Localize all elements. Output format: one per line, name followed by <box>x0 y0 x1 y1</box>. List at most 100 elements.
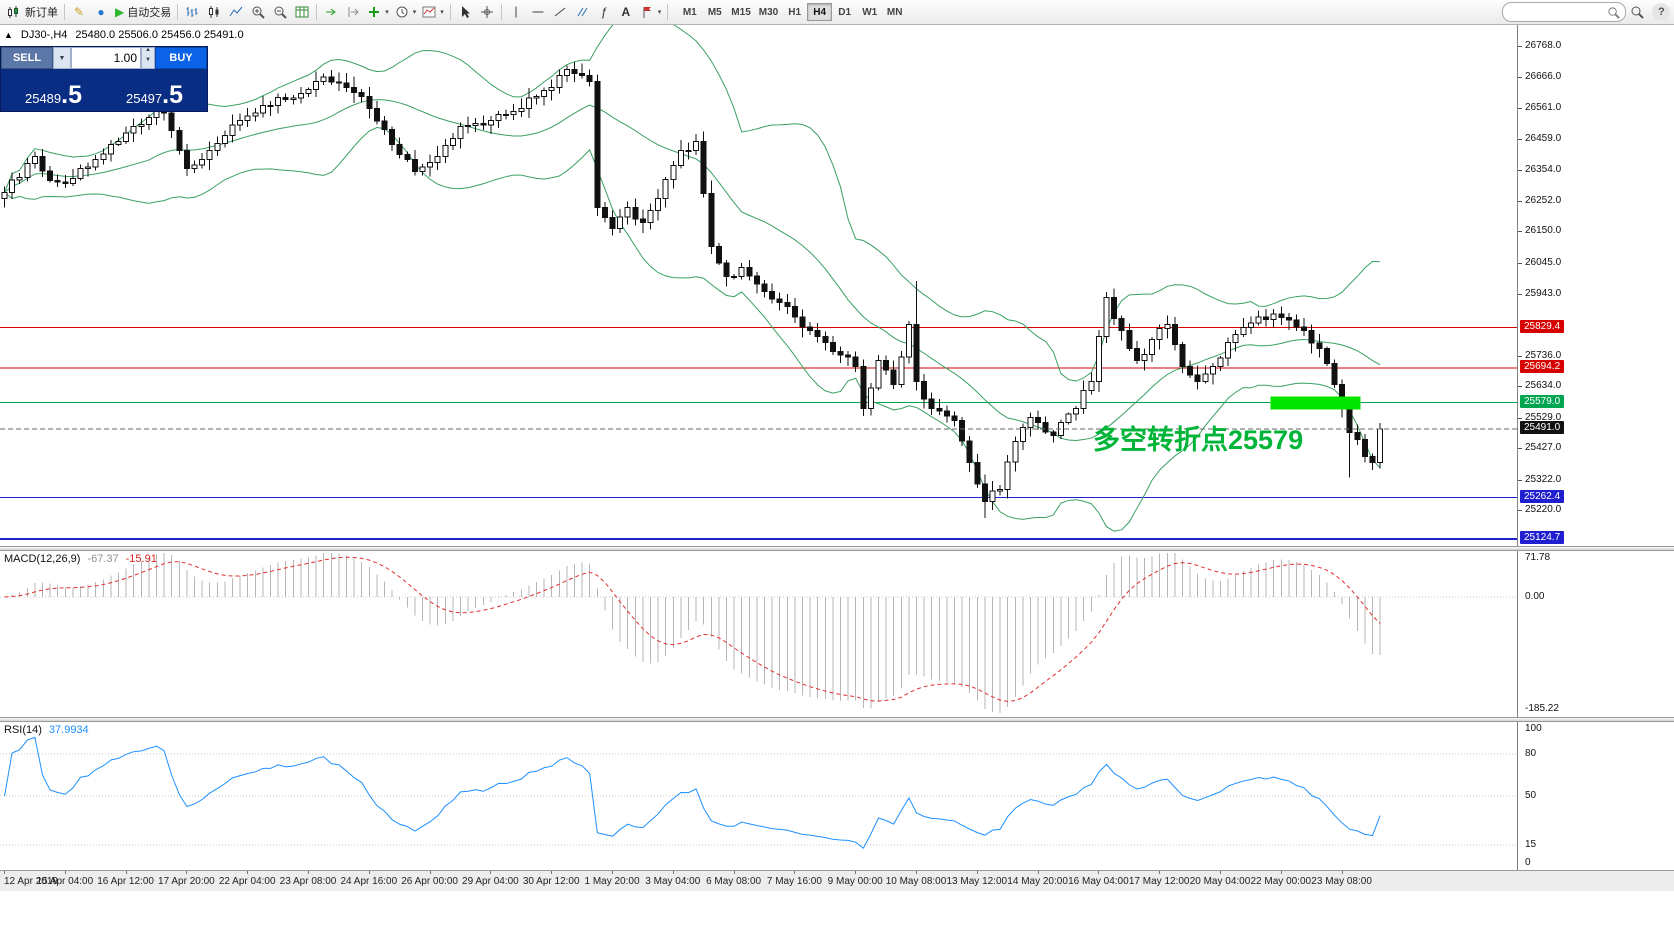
candle <box>617 216 624 229</box>
zoom-out-button[interactable] <box>269 2 291 23</box>
candle <box>343 82 350 88</box>
autotrade-label: 自动交易 <box>127 7 172 19</box>
panel-separator[interactable] <box>0 546 1674 551</box>
toolbar-separator <box>449 4 451 20</box>
candle <box>176 129 183 151</box>
buy-button[interactable]: BUY <box>155 47 207 69</box>
chart-canvas[interactable] <box>0 25 1517 546</box>
horizontal-line-button[interactable] <box>527 2 549 23</box>
fibonacci-button[interactable]: ƒ <box>593 2 615 23</box>
candle <box>100 153 107 160</box>
line-chart-button[interactable] <box>225 2 247 23</box>
price-axis-label: 25529.0 <box>1525 411 1562 423</box>
macd-canvas[interactable] <box>0 551 1517 717</box>
candle <box>351 86 358 94</box>
autotrade-button[interactable]: ▶ 自动交易 <box>112 2 174 23</box>
periods-button[interactable]: ▾ <box>392 2 420 23</box>
candle <box>753 275 760 285</box>
candle <box>123 132 130 142</box>
timeframe-m5-button[interactable]: M5 <box>702 3 727 21</box>
candle <box>1 191 8 199</box>
new-order-button[interactable]: 新订单 <box>4 2 61 23</box>
candle <box>1149 338 1156 355</box>
timeframe-mn-button[interactable]: MN <box>882 3 907 21</box>
arrows-button[interactable]: ▾ <box>637 2 665 23</box>
candle <box>1004 461 1011 490</box>
bar-chart-button[interactable] <box>181 2 203 23</box>
time-axis-label: 12 Apr 2019 <box>4 876 58 887</box>
bar-chart-icon <box>186 7 198 17</box>
candle <box>677 149 684 166</box>
cursor-button[interactable] <box>454 2 476 23</box>
vertical-line-button[interactable] <box>505 2 527 23</box>
timeframe-h4-button[interactable]: H4 <box>807 3 833 21</box>
channel-button[interactable] <box>571 2 593 23</box>
candle <box>541 89 548 97</box>
macd-axis-label: -185.22 <box>1525 703 1559 714</box>
candle <box>693 140 700 152</box>
trendline-button[interactable] <box>549 2 571 23</box>
candle <box>290 97 297 100</box>
panel-separator[interactable] <box>0 717 1674 722</box>
candle <box>799 316 806 328</box>
candle <box>670 164 677 181</box>
stepper-down-icon: ▼ <box>145 57 151 63</box>
timeframe-w1-button[interactable]: W1 <box>857 3 882 21</box>
timeframe-m30-button[interactable]: M30 <box>755 3 782 21</box>
chart-shift-button[interactable] <box>342 2 364 23</box>
crosshair-button[interactable] <box>476 2 498 23</box>
symbol-ohlc: 25480.0 25506.0 25456.0 25491.0 <box>75 29 244 41</box>
candle <box>974 461 981 485</box>
candle <box>115 140 122 145</box>
candlestick-chart-button[interactable] <box>203 2 225 23</box>
candle <box>601 206 608 219</box>
candle <box>69 177 76 184</box>
sell-button[interactable]: SELL <box>1 47 53 69</box>
candle <box>237 119 244 126</box>
candle <box>1209 365 1216 375</box>
sell-price[interactable]: 25489 .5 <box>3 83 104 108</box>
candles-layer <box>1 62 1384 518</box>
zoom-in-button[interactable] <box>247 2 269 23</box>
chart-area[interactable]: ▲ DJ30-,H4 25480.0 25506.0 25456.0 25491… <box>0 25 1517 546</box>
mql5-community-button[interactable]: ● <box>90 2 112 23</box>
level-price-badge: 25694.2 <box>1520 360 1565 374</box>
candle <box>259 104 266 114</box>
text-button[interactable]: A <box>615 2 637 23</box>
timeframe-m1-button[interactable]: M1 <box>677 3 702 21</box>
search-input[interactable] <box>1508 5 1604 19</box>
zoom-out-icon <box>274 6 287 19</box>
lot-size-input[interactable] <box>71 47 141 69</box>
price-axis: 26768.0 26666.0 26561.0 26459.0 26354.0 26252… <box>1517 25 1674 870</box>
timeframe-h1-button[interactable]: H1 <box>782 3 807 21</box>
help-button[interactable]: ? <box>1652 3 1670 21</box>
candle <box>427 161 434 168</box>
metaeditor-button[interactable]: ✎ <box>68 2 90 23</box>
lot-stepper[interactable]: ▲ ▼ <box>141 47 155 69</box>
symbol-search-button[interactable] <box>1626 2 1648 23</box>
templates-button[interactable]: ▾ <box>419 2 447 23</box>
lot-dropdown-button[interactable]: ▼ <box>53 47 71 69</box>
candle <box>1354 431 1361 441</box>
candle <box>746 266 753 277</box>
indicators-button[interactable]: ▾ <box>364 2 392 23</box>
candle <box>791 305 798 318</box>
price-axis-label: 26252.0 <box>1525 194 1562 206</box>
macd-signal-value: -15.91 <box>125 553 157 565</box>
rsi-canvas[interactable] <box>0 722 1517 870</box>
expand-icon[interactable]: ▲ <box>4 30 13 40</box>
time-axis-label: 23 May 08:00 <box>1311 876 1372 887</box>
new-chart-button[interactable] <box>291 2 313 23</box>
timeframe-m15-button[interactable]: M15 <box>727 3 754 21</box>
community-icon: ● <box>97 5 105 19</box>
candle <box>1156 328 1163 340</box>
candle <box>533 95 540 99</box>
buy-price[interactable]: 25497 .5 <box>104 83 205 108</box>
time-axis-label: 22 May 00:00 <box>1250 876 1312 887</box>
symbol-name: DJ30-,H4 <box>20 29 68 41</box>
timeframe-d1-button[interactable]: D1 <box>832 3 857 21</box>
auto-scroll-button[interactable] <box>320 2 342 23</box>
candle <box>244 115 251 121</box>
price-axis-label: 26561.0 <box>1525 102 1562 114</box>
toolbar-separator <box>64 4 65 20</box>
